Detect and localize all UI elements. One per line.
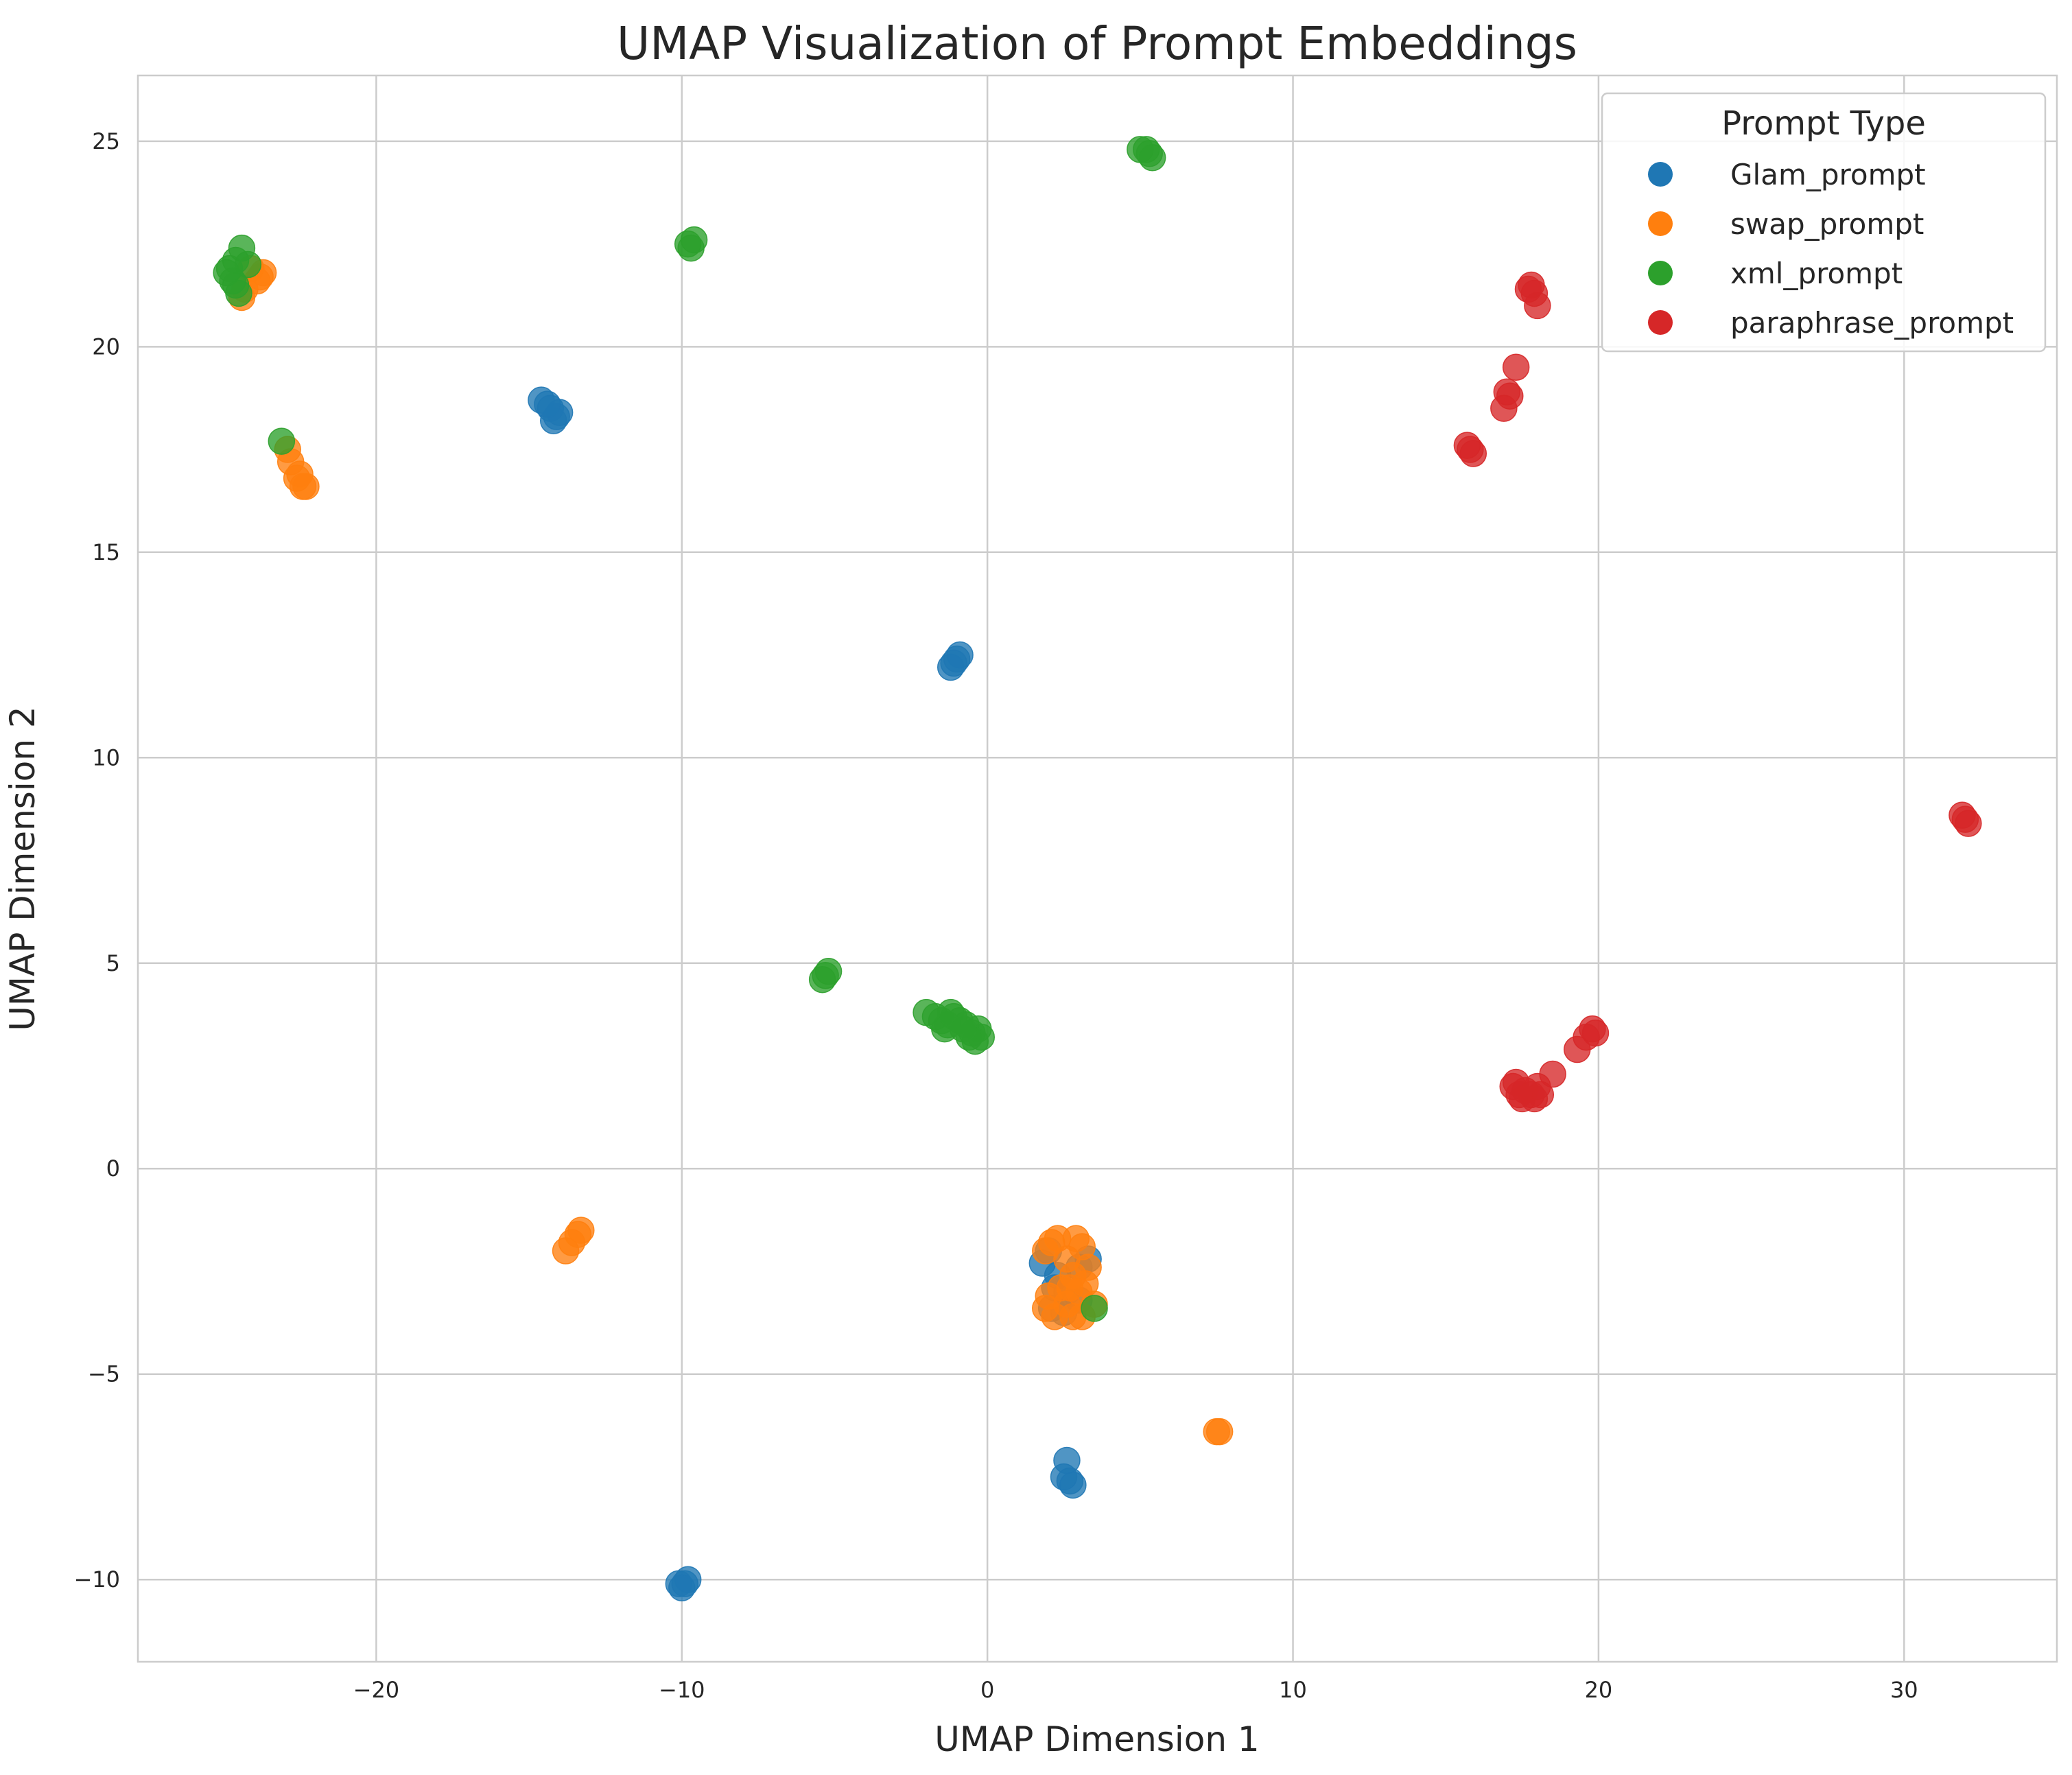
x-tick-label: 20 — [1585, 1677, 1613, 1703]
legend-marker — [1648, 310, 1673, 335]
x-tick-label: 30 — [1890, 1677, 1918, 1703]
scatter-point-xml-prompt — [949, 1015, 977, 1043]
data-points — [213, 136, 1982, 1601]
legend-marker — [1648, 211, 1673, 236]
y-tick-label: 20 — [92, 333, 120, 360]
scatter-point-xml-prompt — [222, 271, 250, 299]
legend-label: paraphrase_prompt — [1730, 306, 2014, 340]
scatter-point-xml-prompt — [812, 961, 839, 989]
scatter-point-xml-prompt — [268, 427, 296, 455]
series-xml-prompt — [213, 136, 1166, 1322]
scatter-point-paraphrase-prompt — [1581, 1019, 1610, 1047]
x-tick-label: 0 — [980, 1677, 994, 1703]
scatter-point-paraphrase-prompt — [1514, 275, 1542, 303]
scatter-point-paraphrase-prompt — [1502, 353, 1530, 381]
scatter-point-glam-prompt — [1059, 1471, 1087, 1499]
scatter-point-xml-prompt — [1135, 140, 1163, 167]
legend-label: xml_prompt — [1730, 257, 1903, 290]
legend-title: Prompt Type — [1721, 104, 1926, 143]
x-tick-label: 10 — [1279, 1677, 1307, 1703]
scatter-point-glam-prompt — [668, 1574, 696, 1601]
legend-box — [1601, 92, 2047, 353]
y-tick-label: 10 — [92, 744, 120, 771]
legend-label: Glam_prompt — [1730, 158, 1926, 191]
y-tick-label: −10 — [73, 1566, 120, 1592]
scatter-point-paraphrase-prompt — [1490, 395, 1518, 422]
scatter-point-paraphrase-prompt — [1505, 1081, 1533, 1109]
y-tick-label: 0 — [106, 1155, 120, 1182]
scatter-point-xml-prompt — [1081, 1295, 1108, 1322]
legend-marker — [1648, 162, 1673, 187]
scatter-point-swap-prompt — [567, 1216, 595, 1244]
scatter-point-paraphrase-prompt — [1951, 806, 1979, 833]
series-paraphrase-prompt — [1453, 271, 1982, 1113]
plot-frame — [137, 74, 2058, 1663]
x-axis-label: UMAP Dimension 1 — [934, 1719, 1259, 1759]
tick-labels: −20 −10 0 10 20 30 −10 −5 0 5 10 15 20 25 — [73, 128, 1918, 1703]
y-tick-label: −5 — [88, 1361, 120, 1387]
scatter-point-swap-prompt — [1056, 1274, 1084, 1302]
legend: Prompt Type Glam_prompt swap_prompt xml_pr… — [1601, 92, 2047, 353]
chart-title: UMAP Visualization of Prompt Embeddings — [617, 17, 1577, 70]
scatter-point-swap-prompt — [1205, 1418, 1234, 1446]
scatter-point-paraphrase-prompt — [1457, 436, 1484, 463]
x-tick-label: −20 — [353, 1677, 400, 1703]
legend-marker — [1648, 261, 1673, 285]
y-tick-label: 5 — [106, 950, 120, 976]
scatter-point-swap-prompt — [286, 460, 314, 488]
x-tick-label: −10 — [659, 1677, 705, 1703]
y-tick-label: 25 — [92, 128, 120, 154]
legend-label: swap_prompt — [1730, 207, 1924, 241]
y-axis-label: UMAP Dimension 2 — [3, 706, 43, 1031]
scatter-point-glam-prompt — [940, 649, 967, 677]
scatter-point-glam-prompt — [534, 390, 561, 418]
scatter-point-paraphrase-prompt — [1564, 1035, 1591, 1063]
scatter-point-xml-prompt — [677, 234, 705, 262]
y-tick-label: 15 — [92, 539, 120, 565]
